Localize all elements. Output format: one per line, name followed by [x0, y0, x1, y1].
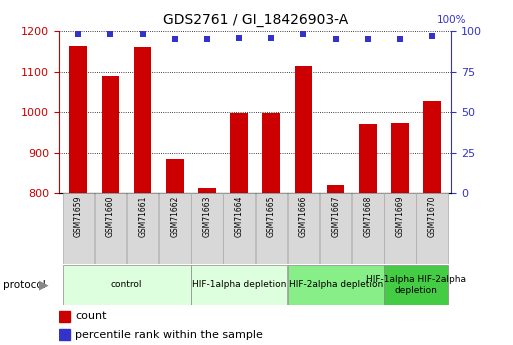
Text: GSM71659: GSM71659 — [74, 195, 83, 237]
Text: GSM71662: GSM71662 — [170, 195, 180, 237]
Bar — [384, 265, 448, 305]
Bar — [359, 124, 377, 193]
Bar — [230, 114, 248, 193]
Bar — [223, 193, 255, 264]
Bar — [417, 193, 448, 264]
Bar — [127, 193, 159, 264]
Text: GSM71667: GSM71667 — [331, 195, 340, 237]
Point — [171, 37, 179, 42]
Text: HIF-1alpha depletion: HIF-1alpha depletion — [192, 280, 286, 289]
Bar — [384, 193, 416, 264]
Point — [267, 35, 275, 40]
Bar — [352, 193, 384, 264]
Bar — [391, 124, 409, 193]
Bar — [63, 265, 190, 305]
Point — [139, 31, 147, 37]
Bar — [134, 47, 151, 193]
Bar — [263, 114, 280, 193]
Bar — [255, 193, 287, 264]
Bar — [288, 265, 384, 305]
Bar — [191, 265, 287, 305]
Bar — [166, 159, 184, 193]
Bar — [198, 188, 216, 193]
Text: GSM71666: GSM71666 — [299, 195, 308, 237]
Bar — [320, 193, 351, 264]
Text: GSM71661: GSM71661 — [138, 195, 147, 237]
Point — [300, 31, 308, 37]
Bar — [63, 193, 94, 264]
Bar — [159, 193, 190, 264]
Text: GSM71669: GSM71669 — [396, 195, 404, 237]
Point — [331, 37, 340, 42]
Bar — [191, 193, 223, 264]
Text: GSM71663: GSM71663 — [203, 195, 211, 237]
Text: GSM71664: GSM71664 — [234, 195, 244, 237]
Text: GSM71660: GSM71660 — [106, 195, 115, 237]
Bar — [69, 46, 87, 193]
Point — [364, 37, 372, 42]
Text: GSM71670: GSM71670 — [428, 195, 437, 237]
Text: control: control — [111, 280, 142, 289]
Point — [203, 37, 211, 42]
Bar — [59, 310, 70, 322]
Point — [428, 33, 436, 39]
Bar — [423, 101, 441, 193]
Bar — [59, 329, 70, 341]
Text: percentile rank within the sample: percentile rank within the sample — [75, 329, 263, 339]
Text: GSM71665: GSM71665 — [267, 195, 276, 237]
Bar — [294, 66, 312, 193]
Point — [74, 31, 83, 37]
Point — [235, 35, 243, 40]
Text: HIF-2alpha depletion: HIF-2alpha depletion — [288, 280, 383, 289]
Text: HIF-1alpha HIF-2alpha
depletion: HIF-1alpha HIF-2alpha depletion — [366, 275, 466, 295]
Text: count: count — [75, 312, 107, 322]
Title: GDS2761 / GI_18426903-A: GDS2761 / GI_18426903-A — [163, 13, 348, 27]
Bar — [95, 193, 126, 264]
Point — [396, 37, 404, 42]
Bar — [102, 76, 120, 193]
Bar — [327, 185, 345, 193]
Text: GSM71668: GSM71668 — [363, 195, 372, 237]
Text: 100%: 100% — [437, 14, 466, 24]
Point — [106, 31, 114, 37]
Text: ▶: ▶ — [39, 278, 48, 292]
Bar — [288, 193, 319, 264]
Text: protocol: protocol — [3, 280, 45, 290]
